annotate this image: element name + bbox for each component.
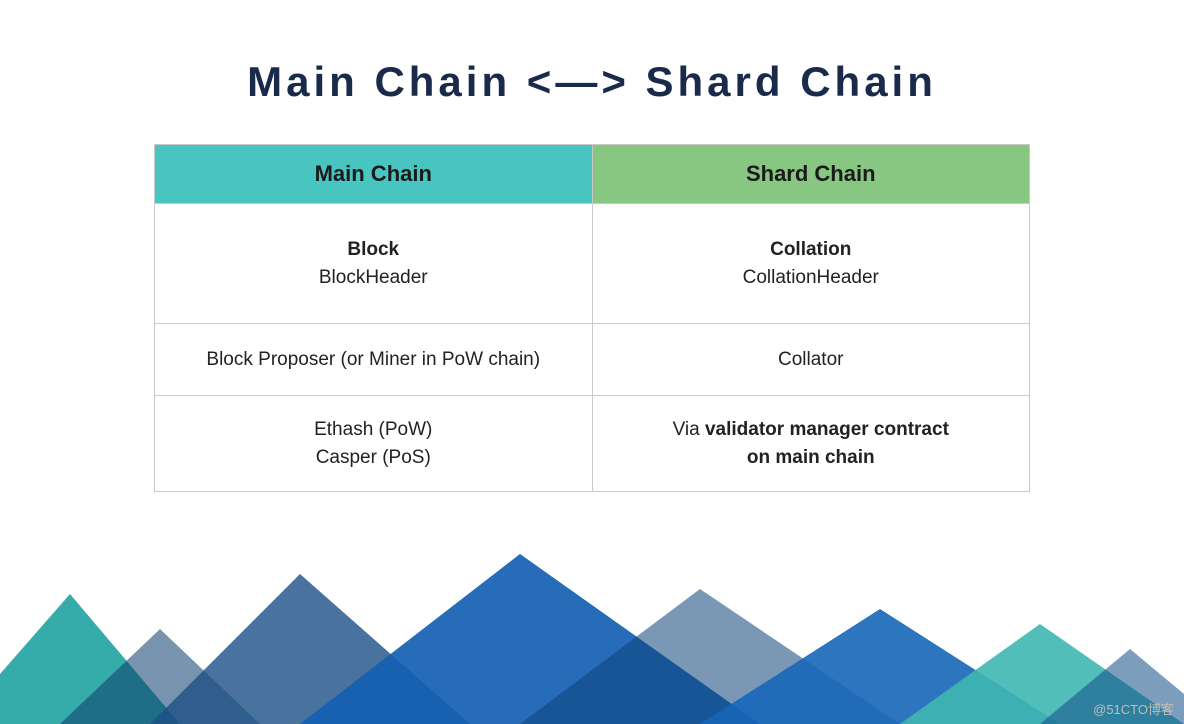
cell-main-proposer: Block Proposer (or Miner in PoW chain) <box>155 324 593 396</box>
cell-bold: on main chain <box>747 447 875 468</box>
cell-line: Ethash (PoW) <box>314 419 432 440</box>
decorative-triangles <box>0 554 1184 724</box>
cell-plain: Collator <box>778 349 843 370</box>
table-row: Ethash (PoW) Casper (PoS) Via validator … <box>155 396 1030 492</box>
cell-shard-validator: Via validator manager contract on main c… <box>592 396 1030 492</box>
watermark: @51CTO博客 <box>1093 699 1174 718</box>
cell-bold: Collation <box>770 239 851 260</box>
cell-bold: Block <box>347 239 399 260</box>
cell-bold: validator manager contract <box>705 419 949 440</box>
cell-plain: BlockHeader <box>319 267 428 288</box>
triangle-shape <box>150 574 470 724</box>
header-main-chain: Main Chain <box>155 145 593 204</box>
cell-main-block: Block BlockHeader <box>155 204 593 324</box>
triangle-shape <box>520 589 900 724</box>
cell-prefix: Via <box>673 419 705 440</box>
triangle-shape <box>700 609 1060 724</box>
page-title: Main Chain <—> Shard Chain <box>0 58 1184 106</box>
triangle-shape <box>300 554 760 724</box>
cell-plain: Block Proposer (or Miner in PoW chain) <box>206 349 540 370</box>
table-header-row: Main Chain Shard Chain <box>155 145 1030 204</box>
cell-shard-collator: Collator <box>592 324 1030 396</box>
table-row: Block BlockHeader Collation CollationHea… <box>155 204 1030 324</box>
header-shard-chain: Shard Chain <box>592 145 1030 204</box>
triangle-shape <box>60 629 260 724</box>
table-row: Block Proposer (or Miner in PoW chain) C… <box>155 324 1030 396</box>
triangle-shape <box>0 594 180 724</box>
cell-main-consensus: Ethash (PoW) Casper (PoS) <box>155 396 593 492</box>
comparison-table: Main Chain Shard Chain Block BlockHeader… <box>154 144 1030 492</box>
cell-shard-collation: Collation CollationHeader <box>592 204 1030 324</box>
cell-line: Casper (PoS) <box>316 447 431 468</box>
cell-plain: CollationHeader <box>743 267 879 288</box>
